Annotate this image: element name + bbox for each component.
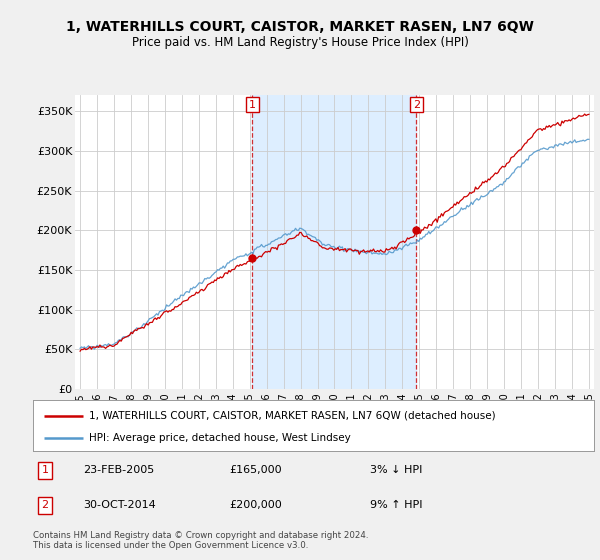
Text: 1: 1 (41, 465, 49, 475)
Bar (252, 95, 416, 389)
Text: £200,000: £200,000 (229, 501, 282, 510)
Text: Contains HM Land Registry data © Crown copyright and database right 2024.
This d: Contains HM Land Registry data © Crown c… (33, 531, 368, 550)
Text: 2: 2 (41, 501, 49, 510)
Text: Price paid vs. HM Land Registry's House Price Index (HPI): Price paid vs. HM Land Registry's House … (131, 36, 469, 49)
Text: 1, WATERHILLS COURT, CAISTOR, MARKET RASEN, LN7 6QW (detached house): 1, WATERHILLS COURT, CAISTOR, MARKET RAS… (89, 410, 496, 421)
Text: 23-FEB-2005: 23-FEB-2005 (83, 465, 155, 475)
Text: £165,000: £165,000 (229, 465, 282, 475)
Text: 3% ↓ HPI: 3% ↓ HPI (370, 465, 422, 475)
Text: 30-OCT-2014: 30-OCT-2014 (83, 501, 156, 510)
Text: 2: 2 (413, 100, 420, 110)
Text: 1: 1 (249, 100, 256, 110)
Text: HPI: Average price, detached house, West Lindsey: HPI: Average price, detached house, West… (89, 433, 351, 443)
Text: 9% ↑ HPI: 9% ↑ HPI (370, 501, 422, 510)
Text: 1, WATERHILLS COURT, CAISTOR, MARKET RASEN, LN7 6QW: 1, WATERHILLS COURT, CAISTOR, MARKET RAS… (66, 20, 534, 34)
